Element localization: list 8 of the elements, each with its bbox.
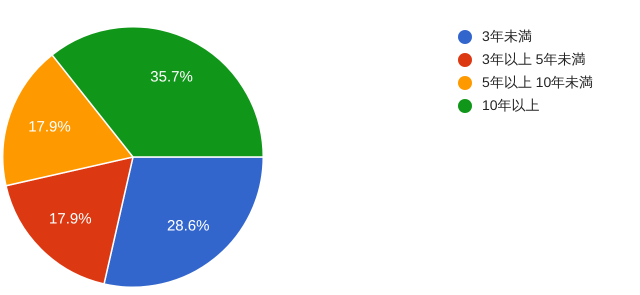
legend-label: 3年未満 <box>482 28 532 46</box>
data-label: 17.9% <box>28 118 71 136</box>
data-label: 28.6% <box>166 217 210 234</box>
legend-label: 3年以上 5年未満 <box>482 50 586 68</box>
legend-label: 5年以上 10年未満 <box>482 74 594 92</box>
legend-label: 10年以上 <box>482 96 540 114</box>
data-label: 17.9% <box>49 210 92 228</box>
data-label: 35.7% <box>150 68 193 86</box>
